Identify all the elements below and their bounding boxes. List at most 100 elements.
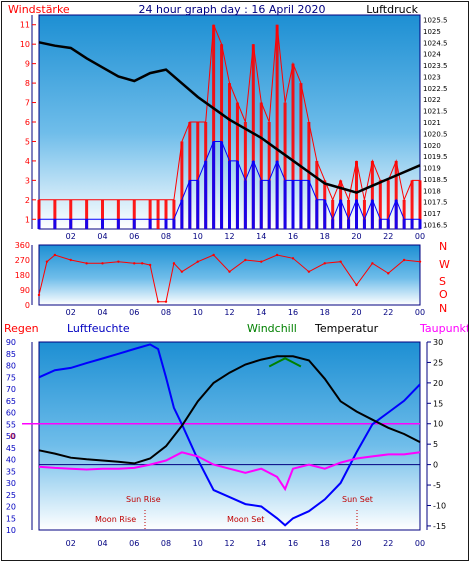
wind-direction-point bbox=[133, 262, 136, 265]
legend-rain: Regen bbox=[4, 322, 39, 335]
wind-direction-point bbox=[45, 260, 49, 263]
wind-speed-tick-label: 8 bbox=[25, 79, 30, 88]
wind-gust-bar bbox=[85, 219, 89, 229]
wind-speed-tick-label: 7 bbox=[25, 99, 30, 108]
wind-speed-tick-label: 5 bbox=[25, 137, 30, 146]
compass-label: O bbox=[439, 288, 448, 301]
temperature-humidity-plot: 1015202530354045505560657075808590-15-10… bbox=[6, 338, 446, 548]
sun-rise-label: Sun Rise bbox=[126, 495, 161, 504]
temperature-tick-label: 30 bbox=[433, 338, 443, 347]
wind-speed-bar bbox=[410, 180, 414, 229]
x-tick-label: 04 bbox=[97, 232, 107, 241]
x-tick-label: 10 bbox=[193, 232, 203, 241]
temperature-tick-label: 20 bbox=[433, 379, 443, 388]
pressure-tick-label: 1025.5 bbox=[423, 17, 448, 25]
temperature-tick-label: -10 bbox=[433, 501, 446, 510]
x-tick-label: 20 bbox=[351, 232, 361, 241]
wind-gust-bar bbox=[148, 219, 152, 229]
wind-gust-bar bbox=[164, 219, 168, 229]
humidity-tick-label: 40 bbox=[6, 456, 16, 465]
temperature-tick-label: 15 bbox=[433, 399, 443, 408]
wind-gust-bar bbox=[355, 199, 358, 229]
wind-speed-bar bbox=[243, 122, 247, 229]
wind-direction-point bbox=[196, 260, 199, 263]
wind-speed-bar bbox=[188, 122, 192, 229]
wind-speed-bar bbox=[331, 199, 335, 229]
wind-direction-point bbox=[85, 262, 88, 265]
pressure-tick-label: 1016.5 bbox=[423, 221, 448, 229]
wind-speed-bar bbox=[378, 180, 382, 229]
wind-gust-bar bbox=[331, 219, 335, 229]
direction-panel-background bbox=[38, 244, 421, 306]
pressure-tick-label: 1024.5 bbox=[423, 39, 448, 47]
wind-gust-bar bbox=[243, 180, 247, 229]
wind-gust-bar bbox=[378, 219, 382, 229]
wind-speed-bar bbox=[164, 199, 168, 229]
wind-gust-bar bbox=[267, 180, 271, 229]
wind-speed-tick-label: 4 bbox=[25, 157, 30, 166]
wind-gust-bar bbox=[299, 180, 303, 229]
wind-gust-bar bbox=[188, 180, 192, 229]
wind-speed-bar bbox=[275, 24, 279, 230]
direction-tick-label: 0 bbox=[25, 301, 30, 310]
moon-set-label: Moon Set bbox=[227, 515, 264, 524]
wind-speed-bar bbox=[418, 180, 422, 229]
x-tick-label: 22 bbox=[383, 308, 393, 317]
wind-gust-bar bbox=[410, 219, 414, 229]
pressure-tick-label: 1017 bbox=[423, 210, 441, 218]
compass-label: N bbox=[439, 240, 447, 253]
temperature-tick-label: 25 bbox=[433, 358, 443, 367]
wind-gust-bar bbox=[307, 180, 311, 229]
wind-gust-bar bbox=[291, 180, 295, 229]
wind-gust-bar bbox=[204, 160, 208, 229]
humidity-tick-label: 75 bbox=[6, 373, 16, 382]
wind-speed-bar bbox=[180, 141, 184, 229]
wind-direction-point bbox=[339, 260, 342, 263]
wind-speed-tick-label: 1 bbox=[25, 215, 30, 224]
humidity-tick-label: 85 bbox=[6, 350, 16, 359]
wind-speed-bar bbox=[116, 199, 120, 229]
x-tick-label: 20 bbox=[351, 308, 361, 317]
wind-speed-bar bbox=[386, 180, 390, 229]
wind-direction-point bbox=[140, 262, 144, 265]
wind-pressure-plot: 12345678910111016.510171017.510181018.51… bbox=[20, 17, 448, 241]
wind-direction-point bbox=[275, 253, 279, 257]
x-tick-label: 12 bbox=[224, 232, 234, 241]
pressure-tick-label: 1022.5 bbox=[423, 85, 448, 93]
pressure-tick-label: 1022 bbox=[423, 96, 441, 104]
x-tick-label: 04 bbox=[97, 539, 107, 548]
wind-direction-point bbox=[212, 253, 215, 257]
wind-speed-bar bbox=[156, 199, 160, 229]
humidity-tick-label: 45 bbox=[6, 444, 16, 453]
pressure-tick-label: 1018 bbox=[423, 187, 441, 195]
wind-gust-bar bbox=[362, 219, 366, 229]
x-tick-label: 18 bbox=[320, 232, 330, 241]
compass-label: N bbox=[439, 302, 447, 315]
windchill-line bbox=[268, 357, 302, 368]
wind-direction-point bbox=[260, 260, 263, 263]
legend-windchill: Windchill bbox=[247, 322, 297, 335]
pressure-tick-label: 1017.5 bbox=[423, 199, 448, 207]
pressure-tick-label: 1019 bbox=[423, 165, 441, 173]
wind-gust-bar bbox=[220, 141, 224, 229]
moon-rise-label: Moon Rise bbox=[95, 515, 136, 524]
x-tick-label: 00 bbox=[415, 539, 425, 548]
humidity-tick-label: 80 bbox=[6, 362, 16, 371]
x-tick-label: 10 bbox=[193, 539, 203, 548]
humidity-tick-label: 30 bbox=[6, 479, 16, 488]
temperature-tick-label: 5 bbox=[433, 440, 438, 449]
x-tick-label: 14 bbox=[256, 232, 266, 241]
wind-gust-bar bbox=[172, 219, 176, 229]
wind-speed-bar bbox=[220, 44, 224, 229]
x-tick-label: 02 bbox=[66, 232, 76, 241]
pressure-tick-label: 1021.5 bbox=[423, 108, 448, 116]
pressure-tick-label: 1024 bbox=[423, 51, 441, 59]
wind-direction-point bbox=[156, 300, 160, 303]
wind-gust-bar bbox=[37, 219, 41, 229]
pressure-tick-label: 1020.5 bbox=[423, 130, 448, 138]
humidity-tick-label: 65 bbox=[6, 397, 16, 406]
wind-speed-bar bbox=[307, 122, 311, 229]
wind-speed-bar bbox=[299, 83, 303, 229]
wind-speed-bar bbox=[347, 199, 351, 229]
